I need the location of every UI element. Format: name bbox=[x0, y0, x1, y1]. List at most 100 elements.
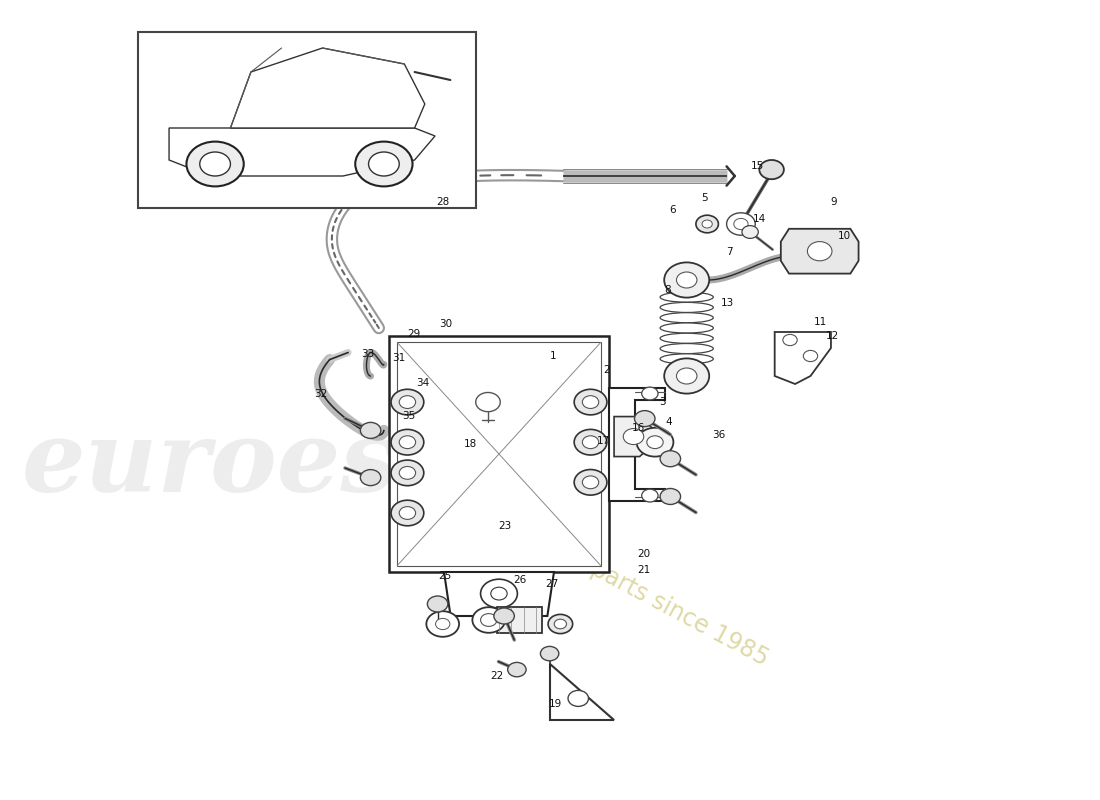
Circle shape bbox=[727, 213, 756, 235]
Circle shape bbox=[759, 160, 784, 179]
Ellipse shape bbox=[660, 313, 713, 322]
Text: 20: 20 bbox=[637, 550, 650, 559]
Circle shape bbox=[436, 618, 450, 630]
Ellipse shape bbox=[660, 292, 713, 302]
Text: 1: 1 bbox=[549, 351, 556, 361]
Circle shape bbox=[548, 614, 573, 634]
Circle shape bbox=[803, 350, 817, 362]
Text: 2: 2 bbox=[604, 366, 611, 375]
Polygon shape bbox=[774, 332, 830, 384]
Text: 7: 7 bbox=[726, 247, 733, 257]
Polygon shape bbox=[550, 664, 614, 720]
Text: 13: 13 bbox=[720, 298, 734, 308]
Ellipse shape bbox=[660, 302, 713, 313]
Circle shape bbox=[186, 142, 244, 186]
Circle shape bbox=[554, 619, 566, 629]
Circle shape bbox=[624, 429, 644, 445]
Circle shape bbox=[355, 142, 412, 186]
Circle shape bbox=[660, 450, 681, 466]
Text: 27: 27 bbox=[544, 579, 559, 589]
Polygon shape bbox=[609, 388, 666, 501]
Circle shape bbox=[783, 334, 798, 346]
Polygon shape bbox=[781, 229, 859, 274]
Circle shape bbox=[361, 470, 381, 486]
Circle shape bbox=[676, 272, 697, 288]
Circle shape bbox=[427, 611, 459, 637]
Text: 35: 35 bbox=[402, 411, 415, 421]
Text: 8: 8 bbox=[664, 285, 671, 294]
Circle shape bbox=[641, 490, 658, 502]
Circle shape bbox=[574, 470, 607, 495]
Text: 10: 10 bbox=[838, 231, 850, 241]
Circle shape bbox=[491, 587, 507, 600]
Circle shape bbox=[399, 396, 416, 409]
Ellipse shape bbox=[660, 334, 713, 343]
Circle shape bbox=[696, 215, 718, 233]
Circle shape bbox=[368, 152, 399, 176]
Circle shape bbox=[494, 608, 515, 624]
Circle shape bbox=[734, 218, 748, 230]
Text: 29: 29 bbox=[407, 329, 420, 338]
Circle shape bbox=[568, 690, 588, 706]
Circle shape bbox=[574, 430, 607, 455]
Text: a passion for parts since 1985: a passion for parts since 1985 bbox=[446, 482, 772, 670]
Circle shape bbox=[582, 436, 598, 449]
Text: 36: 36 bbox=[712, 430, 725, 440]
Text: 11: 11 bbox=[814, 317, 827, 326]
Circle shape bbox=[664, 358, 710, 394]
Circle shape bbox=[582, 396, 598, 409]
Text: 32: 32 bbox=[314, 389, 327, 398]
Ellipse shape bbox=[660, 354, 713, 364]
Text: 5: 5 bbox=[701, 194, 707, 203]
Circle shape bbox=[540, 646, 559, 661]
Ellipse shape bbox=[660, 323, 713, 333]
Circle shape bbox=[741, 226, 758, 238]
Text: 31: 31 bbox=[393, 353, 406, 362]
Circle shape bbox=[392, 500, 424, 526]
Text: 26: 26 bbox=[514, 575, 527, 585]
Text: 6: 6 bbox=[669, 206, 675, 215]
Text: 18: 18 bbox=[464, 439, 477, 449]
Circle shape bbox=[399, 506, 416, 519]
Text: 19: 19 bbox=[549, 699, 562, 709]
Circle shape bbox=[702, 220, 713, 228]
Text: 25: 25 bbox=[439, 571, 452, 581]
Circle shape bbox=[664, 262, 710, 298]
Text: 28: 28 bbox=[437, 197, 450, 206]
Text: 16: 16 bbox=[632, 423, 646, 433]
Circle shape bbox=[200, 152, 230, 176]
Text: 3: 3 bbox=[659, 398, 666, 407]
Circle shape bbox=[361, 422, 381, 438]
Text: euroes: euroes bbox=[22, 416, 398, 512]
Circle shape bbox=[635, 410, 654, 426]
Circle shape bbox=[508, 662, 526, 677]
Circle shape bbox=[637, 428, 673, 457]
Circle shape bbox=[481, 579, 517, 608]
Text: 15: 15 bbox=[750, 161, 763, 170]
Text: 12: 12 bbox=[825, 331, 838, 341]
Circle shape bbox=[574, 390, 607, 415]
Text: 23: 23 bbox=[498, 521, 512, 530]
Circle shape bbox=[472, 607, 505, 633]
Ellipse shape bbox=[660, 343, 713, 354]
Bar bbox=[389, 336, 609, 572]
Circle shape bbox=[392, 460, 424, 486]
Text: 33: 33 bbox=[361, 349, 374, 358]
Polygon shape bbox=[169, 128, 434, 176]
Circle shape bbox=[481, 614, 497, 626]
Polygon shape bbox=[614, 417, 653, 457]
Circle shape bbox=[676, 368, 697, 384]
Text: 9: 9 bbox=[830, 197, 837, 206]
Polygon shape bbox=[444, 572, 554, 616]
Circle shape bbox=[399, 436, 416, 449]
Text: 17: 17 bbox=[597, 436, 611, 446]
Circle shape bbox=[647, 436, 663, 449]
Circle shape bbox=[428, 596, 448, 612]
Text: 4: 4 bbox=[666, 418, 672, 427]
Circle shape bbox=[660, 489, 681, 505]
Bar bbox=[139, 32, 476, 208]
Circle shape bbox=[392, 430, 424, 455]
Polygon shape bbox=[230, 48, 425, 128]
Text: 34: 34 bbox=[416, 378, 429, 388]
Circle shape bbox=[399, 466, 416, 479]
